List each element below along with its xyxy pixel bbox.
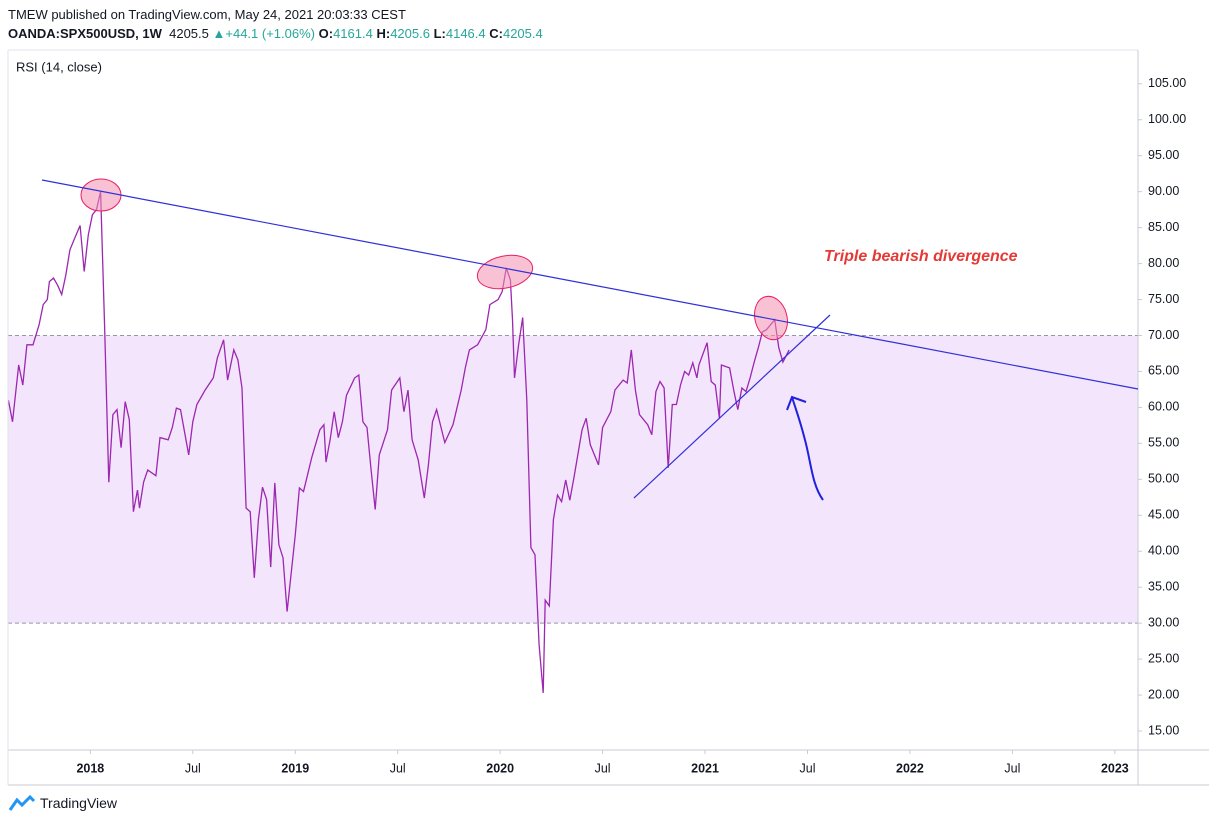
x-tick-label: 2023 xyxy=(1101,761,1129,775)
header: TMEW published on TradingView.com, May 2… xyxy=(8,5,543,43)
chart: RSI (14, close) Triple bearish divergenc… xyxy=(7,49,1209,786)
y-tick-label: 80.00 xyxy=(1148,256,1179,270)
x-tick-label: Jul xyxy=(595,761,611,775)
support-trendline xyxy=(633,314,831,499)
l-label: L: xyxy=(433,26,446,41)
arrow-head xyxy=(786,395,807,411)
change: +44.1 (+1.06%) xyxy=(225,26,315,41)
y-tick-label: 95.00 xyxy=(1148,148,1179,162)
x-tick-label: Jul xyxy=(185,761,201,775)
background-layer xyxy=(7,191,1138,693)
publisher: TMEW published on TradingView.com, May 2… xyxy=(8,7,406,22)
publisher-line: TMEW published on TradingView.com, May 2… xyxy=(8,5,543,24)
x-tick-label: Jul xyxy=(1004,761,1020,775)
c: 4205.4 xyxy=(502,26,543,41)
highlight-ellipse xyxy=(80,178,122,212)
x-tick-label: 2021 xyxy=(691,761,719,775)
logo-icon xyxy=(8,794,36,811)
resistance-trendline xyxy=(41,179,1139,390)
x-tick-label: 2022 xyxy=(896,761,924,775)
y-tick-label: 70.00 xyxy=(1148,328,1179,342)
y-tick-label: 75.00 xyxy=(1148,292,1179,306)
highlight-ellipse xyxy=(754,295,788,341)
y-tick-label: 40.00 xyxy=(1148,544,1179,558)
y-tick-label: 105.00 xyxy=(1148,76,1186,90)
y-tick-label: 20.00 xyxy=(1148,687,1179,701)
l: 4146.4 xyxy=(445,26,486,41)
up-icon: ▲ xyxy=(212,26,226,41)
y-tick-label: 50.00 xyxy=(1148,472,1179,486)
x-tick-label: 2018 xyxy=(76,761,104,775)
x-tick-label: 2020 xyxy=(486,761,514,775)
y-tick-label: 25.00 xyxy=(1148,651,1179,665)
y-tick-label: 30.00 xyxy=(1148,615,1179,629)
annotation: Triple bearish divergence xyxy=(824,248,1018,265)
rsi-line xyxy=(7,191,790,693)
arrow xyxy=(791,396,824,501)
y-tick-label: 45.00 xyxy=(1148,508,1179,522)
symbol: OANDA:SPX500USD, 1W xyxy=(8,26,162,41)
x-tick-label: 2019 xyxy=(281,761,309,775)
y-tick-label: 35.00 xyxy=(1148,579,1179,593)
symbol-line: OANDA:SPX500USD, 1W 4205.5 ▲+44.1 (+1.06… xyxy=(8,24,543,43)
o-label: O: xyxy=(318,26,334,41)
drawings xyxy=(41,178,1139,501)
x-tick-label: Jul xyxy=(800,761,816,775)
highlight-ellipse xyxy=(476,254,534,290)
h: 4205.6 xyxy=(390,26,430,41)
last: 4205.5 xyxy=(169,26,209,41)
y-tick-label: 55.00 xyxy=(1148,436,1179,450)
footer: TradingView xyxy=(8,794,117,812)
y-tick-label: 90.00 xyxy=(1148,184,1179,198)
y-tick-label: 85.00 xyxy=(1148,220,1179,234)
c-label: C: xyxy=(489,26,503,41)
indicator-title: RSI (14, close) xyxy=(16,59,102,74)
y-tick-label: 100.00 xyxy=(1148,112,1186,126)
y-tick-label: 65.00 xyxy=(1148,364,1179,378)
y-tick-label: 15.00 xyxy=(1148,723,1179,737)
o: 4161.4 xyxy=(333,26,373,41)
brand: TradingView xyxy=(40,795,118,811)
x-tick-label: Jul xyxy=(390,761,406,775)
y-tick-label: 60.00 xyxy=(1148,400,1179,414)
h-label: H: xyxy=(376,26,391,41)
